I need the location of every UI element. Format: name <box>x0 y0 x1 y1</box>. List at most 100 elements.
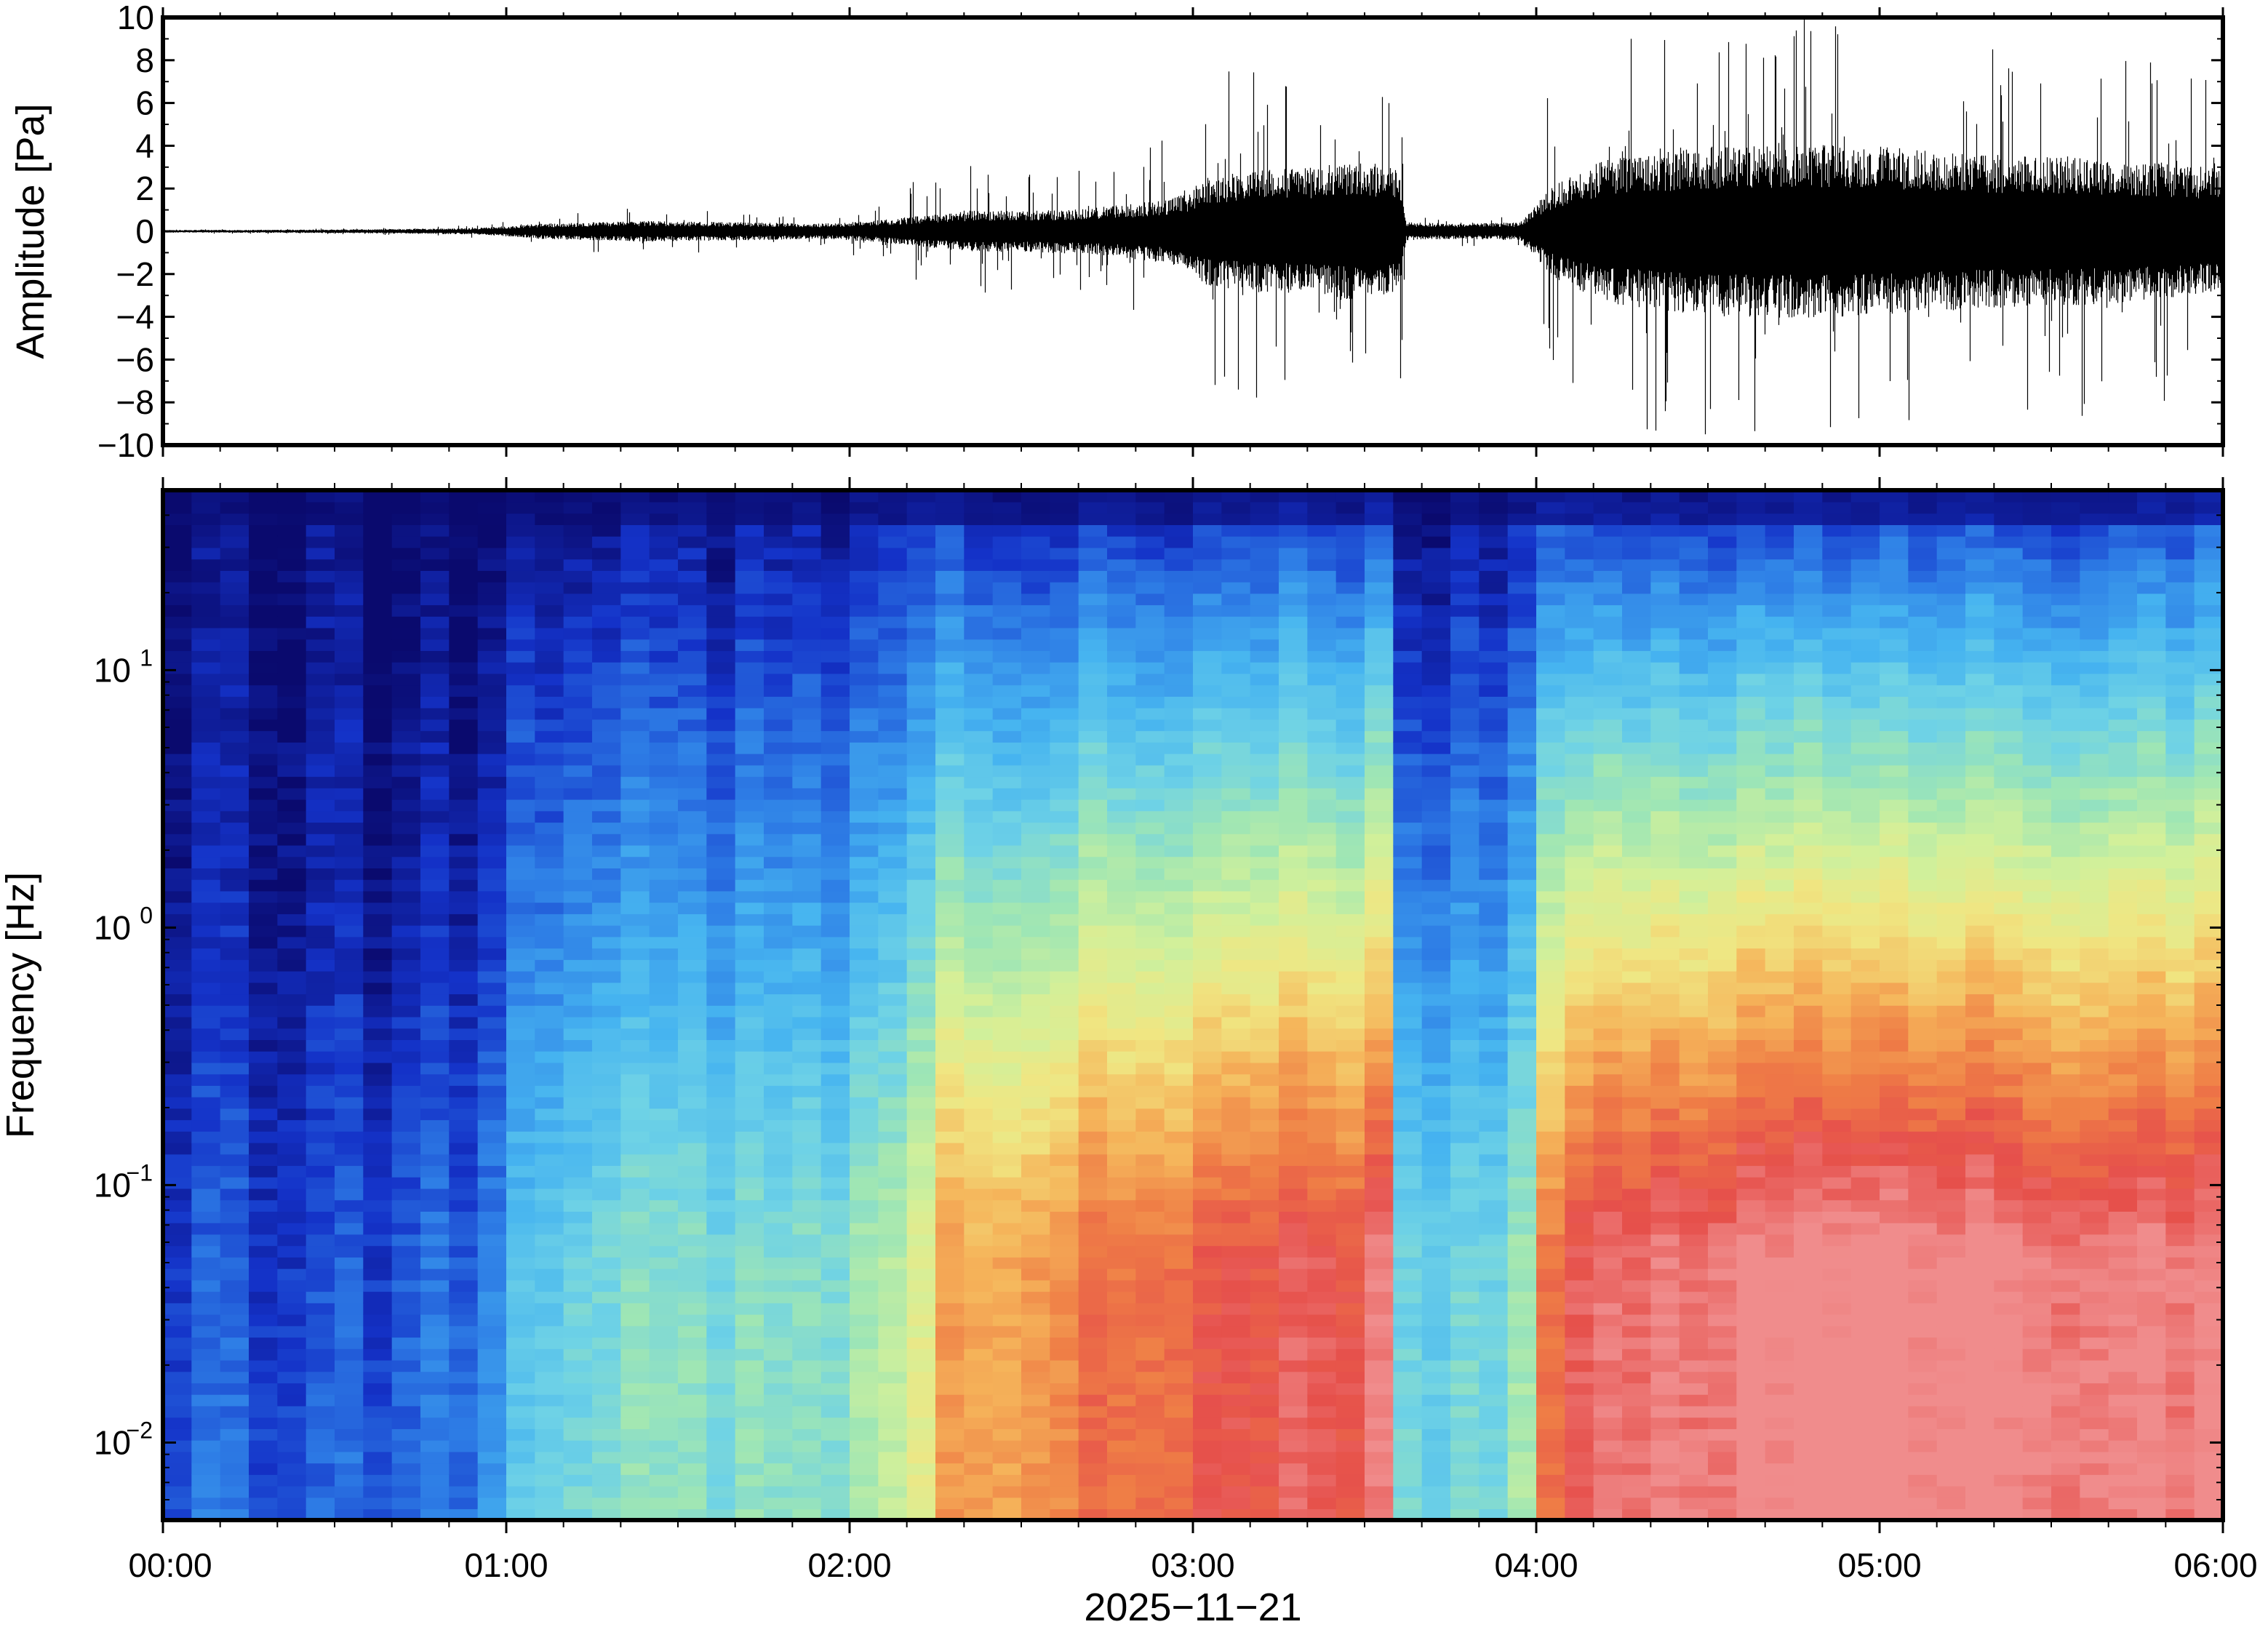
spectrogram-cell <box>592 845 621 858</box>
spectrogram-cell <box>850 1280 879 1292</box>
spectrogram-cell <box>1365 1452 1394 1464</box>
spectrogram-cell <box>1050 628 1079 640</box>
spectrogram-cell <box>449 1348 478 1361</box>
spectrogram-cell <box>678 891 707 903</box>
spectrogram-cell <box>935 753 965 766</box>
spectrogram-cell <box>1193 834 1222 846</box>
spectrogram-cell <box>1021 1326 1050 1338</box>
spectrogram-cell <box>993 971 1022 983</box>
spectrogram-cell <box>792 776 821 788</box>
spectrogram-cell <box>821 673 850 686</box>
spectrogram-cell <box>220 673 249 686</box>
spectrogram-cell <box>1393 1440 1422 1452</box>
spectrogram-cell <box>850 1165 879 1178</box>
spectrogram-cell <box>1536 1360 1565 1372</box>
spectrogram-cell <box>706 868 735 880</box>
spectrogram-cell <box>1050 868 1079 880</box>
spectrogram-cell <box>1365 639 1394 652</box>
spectrogram-cell <box>1279 1406 1308 1418</box>
spectrogram-cell <box>220 524 249 537</box>
spectrogram-cell <box>1279 1234 1308 1247</box>
spectrogram-cell <box>735 582 764 594</box>
spectrogram-cell <box>1422 1005 1451 1018</box>
spectrogram-cell <box>1622 822 1651 834</box>
spectrogram-cell <box>592 548 621 560</box>
spectrogram-cell <box>478 1234 507 1247</box>
spectrogram-cell <box>449 708 478 720</box>
spectrogram-cell <box>1079 1108 1108 1121</box>
spectrogram-cell <box>650 1074 679 1086</box>
spectrogram-cell <box>220 548 249 560</box>
spectrogram-cell <box>878 730 907 743</box>
spectrogram-cell <box>1365 1165 1394 1178</box>
waveform-y-tick-label: −10 <box>97 426 154 464</box>
spectrogram-cell <box>249 811 278 823</box>
spectrogram-cell <box>1650 811 1680 823</box>
spectrogram-cell <box>1221 891 1250 903</box>
spectrogram-cell <box>1393 1474 1422 1487</box>
spectrogram-cell <box>535 1051 564 1063</box>
spectrogram-cell <box>1422 708 1451 720</box>
spectrogram-cell <box>1622 1017 1651 1029</box>
spectrogram-cell <box>620 1257 650 1269</box>
spectrogram-cell <box>1450 971 1480 983</box>
spectrogram-cell <box>392 788 421 800</box>
spectrogram-cell <box>220 1188 249 1201</box>
spectrogram-cell <box>277 742 306 754</box>
spectrogram-cell <box>1508 776 1537 788</box>
spectrogram-cell <box>1221 1440 1250 1452</box>
spectrogram-cell <box>1193 719 1222 732</box>
spectrogram-cell <box>1565 742 1594 754</box>
spectrogram-cell <box>1565 684 1594 697</box>
spectrogram-cell <box>792 1051 821 1063</box>
spectrogram-cell <box>249 593 278 606</box>
spectrogram-cell <box>363 845 392 858</box>
spectrogram-cell <box>363 719 392 732</box>
spectrogram-cell <box>506 616 535 628</box>
spectrogram-cell <box>478 708 507 720</box>
spectrogram-cell <box>1135 513 1165 525</box>
spectrogram-cell <box>792 1165 821 1178</box>
spectrogram-cell <box>1336 628 1365 640</box>
spectrogram-cell <box>907 983 936 995</box>
spectrogram-cell <box>1622 628 1651 640</box>
spectrogram-cell <box>1221 1326 1250 1338</box>
spectrogram-cell <box>1135 548 1165 560</box>
spectrogram-cell <box>678 1143 707 1155</box>
spectrogram-cell <box>1479 856 1508 868</box>
spectrogram-cell <box>1021 753 1050 766</box>
spectrogram-cell <box>420 696 450 708</box>
spectrogram-cell <box>620 834 650 846</box>
spectrogram-cell <box>592 673 621 686</box>
spectrogram-cell <box>506 983 535 995</box>
spectrogram-cell <box>478 1348 507 1361</box>
spectrogram-cell <box>1536 639 1565 652</box>
spectrogram-cell <box>907 1474 936 1487</box>
spectrogram-cell <box>1594 1383 1623 1395</box>
spectrogram-cell <box>564 1039 593 1052</box>
spectrogram-cell <box>678 1097 707 1109</box>
spectrogram-cell <box>907 1074 936 1086</box>
spectrogram-cell <box>1536 902 1565 914</box>
spectrogram-cell <box>650 570 679 583</box>
spectrogram-cell <box>650 1017 679 1029</box>
spectrogram-cell <box>506 1063 535 1075</box>
spectrogram-cell <box>1221 834 1250 846</box>
spectrogram-cell <box>1021 879 1050 892</box>
spectrogram-cell <box>678 1005 707 1018</box>
spectrogram-cell <box>163 1371 192 1383</box>
spectrogram-cell <box>1193 822 1222 834</box>
spectrogram-cell <box>1165 1005 1194 1018</box>
spectrogram-cell <box>1594 1074 1623 1086</box>
spectrogram-cell <box>1565 604 1594 617</box>
spectrogram-cell <box>935 524 965 537</box>
spectrogram-cell <box>277 696 306 708</box>
spectrogram-cell <box>850 937 879 949</box>
spectrogram-cell <box>1336 582 1365 594</box>
spectrogram-cell <box>535 502 564 514</box>
spectrogram-cell <box>1365 1234 1394 1247</box>
spectrogram-cell <box>335 639 364 652</box>
spectrogram-cell <box>706 502 735 514</box>
spectrogram-cell <box>220 502 249 514</box>
spectrogram-cell <box>449 959 478 972</box>
